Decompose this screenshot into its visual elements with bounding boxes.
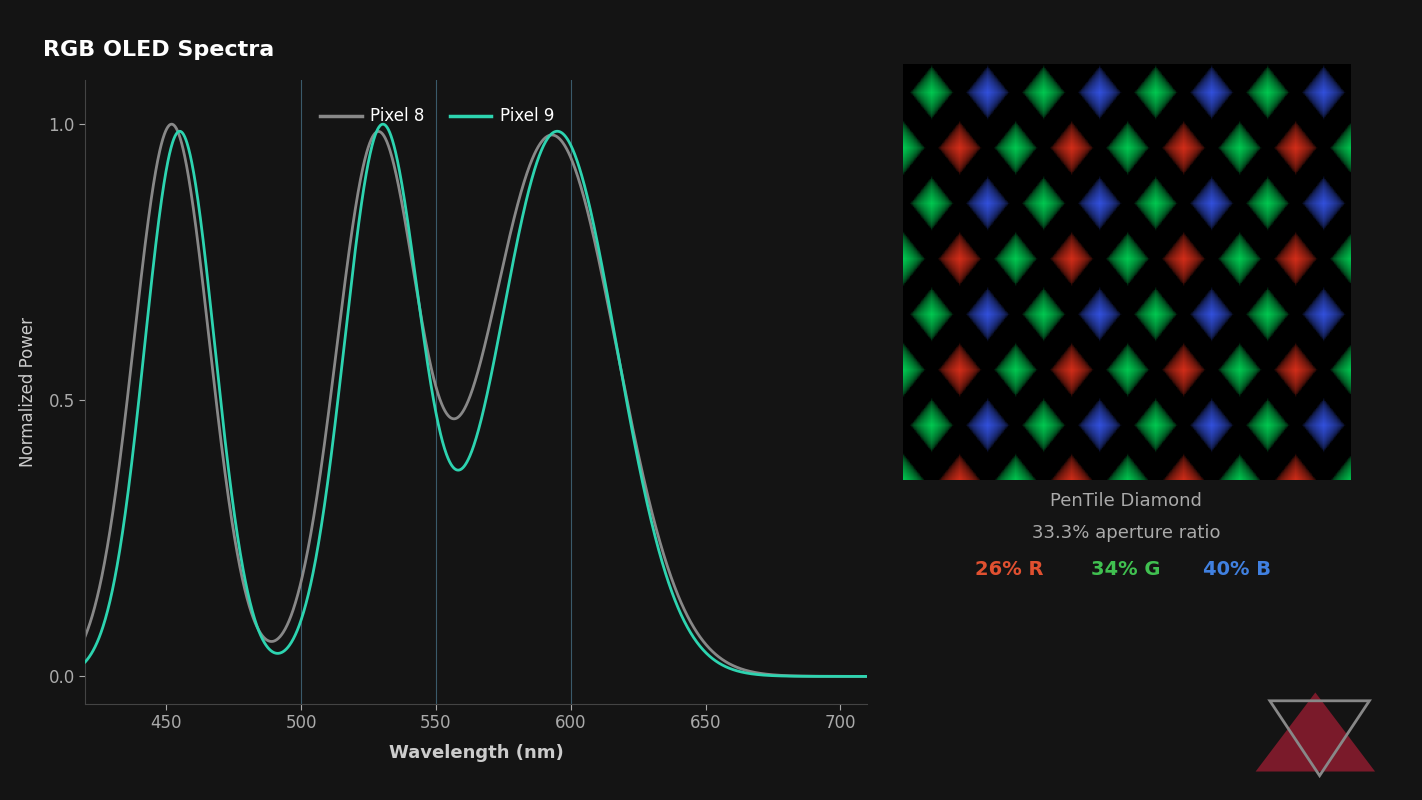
Pixel 9	[437, 446, 454, 456]
Pixel 8	[437, 406, 454, 416]
Polygon shape	[1256, 693, 1375, 771]
Text: 34% G: 34% G	[1092, 560, 1160, 579]
X-axis label: Wavelength (nm): Wavelength (nm)	[390, 743, 563, 762]
Pixel 8	[859, 671, 876, 681]
Pixel 9	[693, 643, 710, 653]
Legend: Pixel 8, Pixel 9: Pixel 8, Pixel 9	[314, 101, 560, 132]
Text: 33.3% aperture ratio: 33.3% aperture ratio	[1032, 524, 1220, 542]
Pixel 9	[374, 119, 391, 129]
Pixel 8	[836, 671, 853, 681]
Line: Pixel 9: Pixel 9	[85, 124, 867, 676]
Pixel 8	[836, 671, 853, 681]
Pixel 9	[836, 671, 853, 681]
Pixel 9	[458, 459, 475, 469]
Pixel 9	[836, 671, 853, 681]
Pixel 8	[77, 631, 94, 641]
Pixel 9	[859, 671, 876, 681]
Text: 40% B: 40% B	[1203, 560, 1271, 579]
Line: Pixel 8: Pixel 8	[85, 124, 867, 676]
Pixel 8	[693, 634, 710, 644]
Text: PenTile Diamond: PenTile Diamond	[1051, 492, 1202, 510]
Text: 26% R: 26% R	[975, 560, 1044, 579]
Text: RGB OLED Spectra: RGB OLED Spectra	[43, 40, 274, 60]
Pixel 8	[164, 119, 181, 129]
Pixel 8	[117, 412, 134, 422]
Y-axis label: Normalized Power: Normalized Power	[20, 317, 37, 467]
Pixel 9	[117, 509, 134, 518]
Pixel 9	[77, 657, 94, 666]
Pixel 8	[458, 401, 475, 410]
